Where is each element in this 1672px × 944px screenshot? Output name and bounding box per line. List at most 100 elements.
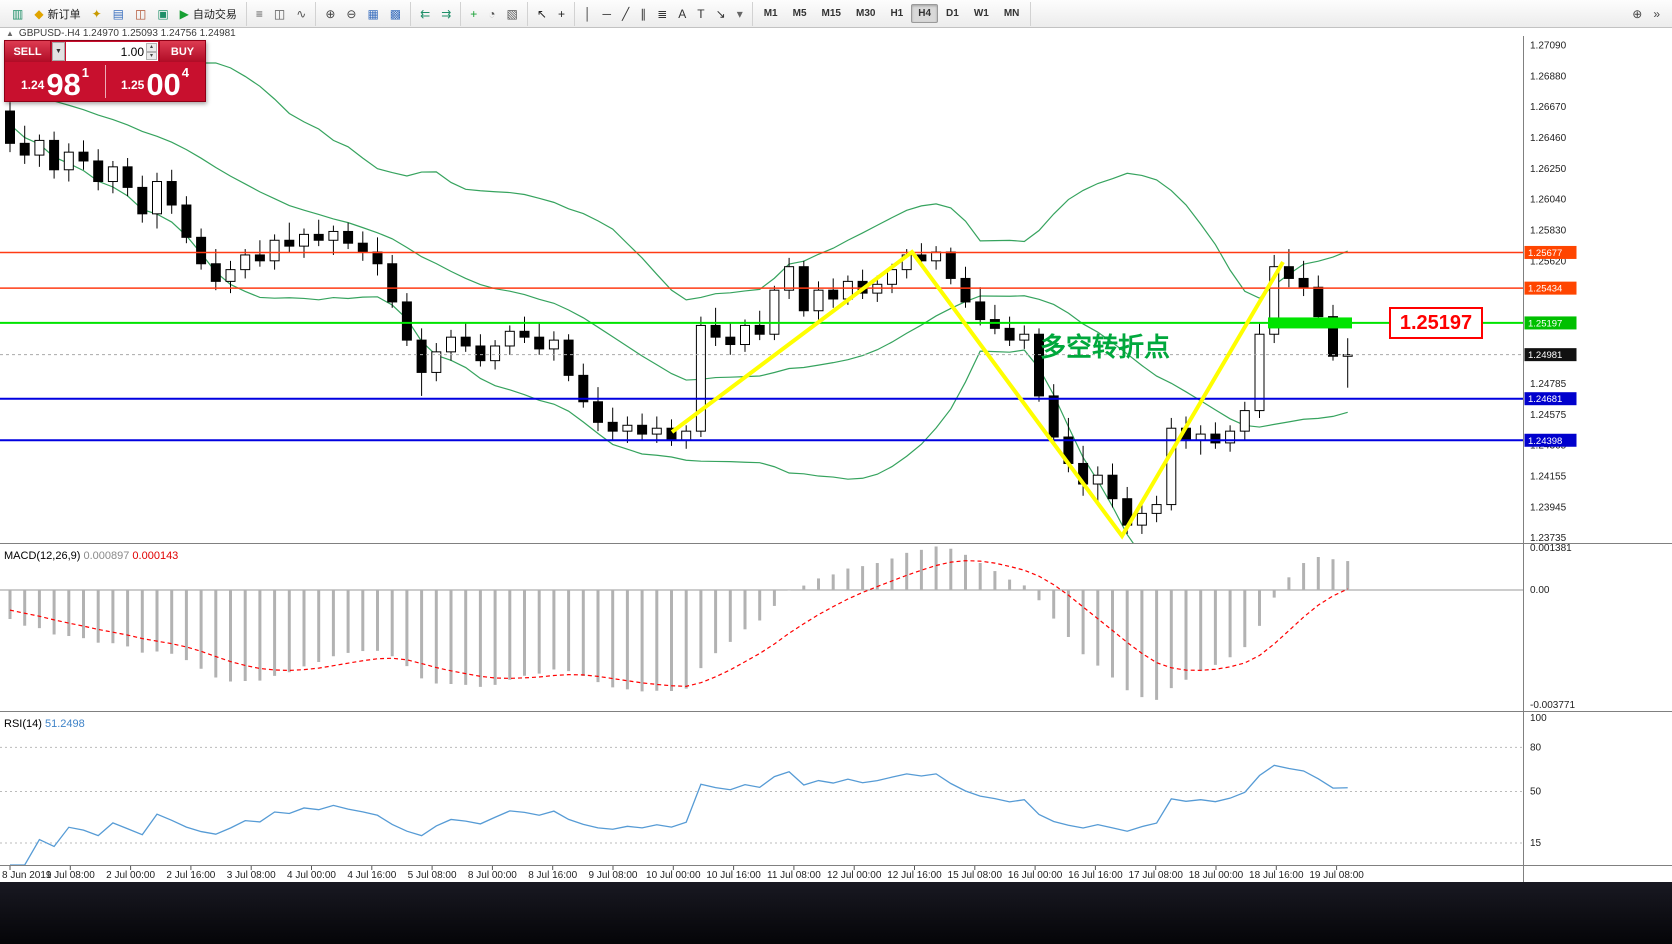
candle (166, 181, 177, 206)
sell-button[interactable]: SELL (5, 41, 51, 62)
zoom-in-icon[interactable]: ⊕ (320, 5, 340, 23)
navigator-icon: ◫ (134, 6, 147, 21)
toolbar-group-pointer: ↖ + (528, 1, 575, 26)
toolbar-overflow-icon[interactable]: » (1648, 5, 1665, 23)
buy-button[interactable]: BUY (159, 41, 205, 62)
macd-panel (0, 546, 1523, 700)
time-axis-label[interactable]: 8 Jul 00:00 (468, 870, 517, 881)
tf-h4-button[interactable]: H4 (911, 4, 939, 23)
macd-title: MACD(12,26,9) 0.000897 0.000143 (4, 550, 178, 562)
new-chart-icon[interactable]: ▥ (7, 5, 28, 23)
tf-d1-button[interactable]: D1 (939, 4, 966, 23)
time-axis-label[interactable]: 17 Jul 08:00 (1128, 870, 1183, 881)
time-axis-label[interactable]: 8 Jun 2019 (2, 870, 52, 881)
period-clock-icon[interactable]: ◔ (483, 5, 500, 23)
candle (1210, 433, 1221, 444)
volume-decrease-icon[interactable]: ▾ (146, 51, 157, 60)
time-axis-label[interactable]: 3 Jul 08:00 (227, 870, 276, 881)
navigator-icon[interactable]: ◫ (130, 5, 151, 23)
tile-windows-icon[interactable]: ▦ (362, 5, 383, 23)
zoom-out-icon[interactable]: ⊖ (341, 5, 361, 23)
candle (34, 139, 45, 156)
tf-m15-button[interactable]: M15 (815, 4, 848, 23)
objects-dropdown-icon[interactable]: ▾ (732, 5, 748, 23)
indicators-add-icon[interactable]: + (465, 5, 482, 23)
candle (1048, 395, 1059, 438)
time-axis-label[interactable]: 18 Jul 00:00 (1189, 870, 1244, 881)
candle (299, 233, 309, 247)
price-axis-label: 1.25830 (1530, 225, 1567, 236)
terminal-icon[interactable]: ▣ (152, 5, 173, 23)
templates-icon[interactable]: ▧ (502, 5, 523, 23)
buy-price[interactable]: 1.25 00 4 (105, 62, 205, 101)
time-axis-label[interactable]: 12 Jul 00:00 (827, 870, 882, 881)
time-axis-label[interactable]: 15 Jul 08:00 (948, 870, 1003, 881)
tf-m15-button-label: M15 (821, 8, 841, 19)
chart-shift-icon[interactable]: ⇉ (436, 5, 456, 23)
text-tool-icon[interactable]: A (673, 5, 691, 23)
tf-m30-button[interactable]: M30 (849, 4, 882, 23)
cascade-windows-icon[interactable]: ▩ (385, 5, 406, 23)
crosshair-icon[interactable]: + (553, 5, 570, 23)
line-chart-icon[interactable]: ∿ (291, 5, 311, 23)
time-axis-label[interactable]: 10 Jul 16:00 (706, 870, 761, 881)
volume-input[interactable]: 1.00 ▴ ▾ (66, 42, 158, 61)
time-axis-label[interactable]: 16 Jul 16:00 (1068, 870, 1123, 881)
collapse-oct-icon[interactable]: ▲ (6, 29, 14, 38)
candle (63, 151, 74, 171)
new-order-button[interactable]: ◆ 新订单 (29, 3, 85, 25)
yellow-zigzag-trendline[interactable] (670, 249, 1285, 540)
tf-m1-button[interactable]: M1 (757, 4, 785, 23)
volume-preset-dropdown-icon[interactable]: ▼ (52, 42, 65, 61)
candle (387, 263, 398, 303)
auto-scroll-icon[interactable]: ⇇ (415, 5, 435, 23)
time-axis-label[interactable]: 2 Jul 00:00 (106, 870, 155, 881)
volume-increase-icon[interactable]: ▴ (146, 43, 157, 52)
vertical-line-tool-icon[interactable]: │ (579, 5, 597, 23)
market-watch-icon[interactable]: ✦ (87, 5, 107, 23)
candle (460, 336, 471, 347)
time-axis-label[interactable]: 10 Jul 00:00 (646, 870, 701, 881)
time-axis-label[interactable]: 4 Jul 00:00 (287, 870, 336, 881)
time-axis-label[interactable]: 18 Jul 16:00 (1249, 870, 1304, 881)
bar-chart-icon[interactable]: ≡ (251, 5, 268, 23)
time-axis-label[interactable]: 11 Jul 08:00 (767, 870, 821, 881)
data-window-icon[interactable]: ▤ (108, 5, 129, 23)
text-tool-icon: A (678, 6, 687, 21)
tile-windows-icon: ▦ (367, 6, 379, 21)
time-axis-label[interactable]: 2 Jul 16:00 (166, 870, 215, 881)
chart-canvas[interactable]: 多空转折点 1.25197 1.27090 1.26880 1.26670 1.26460… (0, 36, 1672, 882)
horizontal-line-tool-icon[interactable]: ─ (597, 5, 616, 23)
quick-search-icon[interactable]: ⊕ (1627, 5, 1647, 23)
candle (490, 345, 501, 362)
autotrade-button[interactable]: ▶ 自动交易 (175, 3, 242, 25)
candle (710, 324, 721, 338)
turning-point-annotation[interactable]: 多空转折点 (1040, 332, 1170, 362)
label-tool-icon[interactable]: T (692, 5, 709, 23)
time-axis-label[interactable]: 5 Jul 08:00 (408, 870, 457, 881)
tf-m5-button[interactable]: M5 (786, 4, 814, 23)
tf-h1-button[interactable]: H1 (883, 4, 910, 23)
green-highlight-bar[interactable] (1268, 317, 1352, 329)
trendline-tool-icon[interactable]: ╱ (617, 5, 634, 23)
time-axis-label[interactable]: 1 Jul 08:00 (46, 870, 95, 881)
time-axis-label[interactable]: 19 Jul 08:00 (1309, 870, 1364, 881)
fibonacci-tool-icon[interactable]: ≣ (652, 5, 672, 23)
time-axis-label[interactable]: 16 Jul 00:00 (1008, 870, 1063, 881)
candle (828, 289, 839, 300)
candle (651, 427, 662, 435)
time-axis-label[interactable]: 4 Jul 16:00 (347, 870, 396, 881)
channel-tool-icon[interactable]: ∥ (635, 5, 651, 23)
tf-w1-button[interactable]: W1 (967, 4, 996, 23)
candlestick-chart-icon[interactable]: ◫ (269, 5, 290, 23)
price-callout-box[interactable] (1389, 307, 1483, 339)
arrows-tool-icon[interactable]: ↘ (711, 5, 731, 23)
tf-mn-button[interactable]: MN (997, 4, 1027, 23)
tf-d1-button-label: D1 (946, 8, 959, 19)
cursor-icon[interactable]: ↖ (532, 5, 552, 23)
tf-h1-button-label: H1 (890, 8, 904, 19)
time-axis-label[interactable]: 9 Jul 08:00 (589, 870, 638, 881)
sell-price[interactable]: 1.24 98 1 (5, 62, 105, 101)
time-axis-label[interactable]: 8 Jul 16:00 (528, 870, 577, 881)
time-axis-label[interactable]: 12 Jul 16:00 (887, 870, 942, 881)
